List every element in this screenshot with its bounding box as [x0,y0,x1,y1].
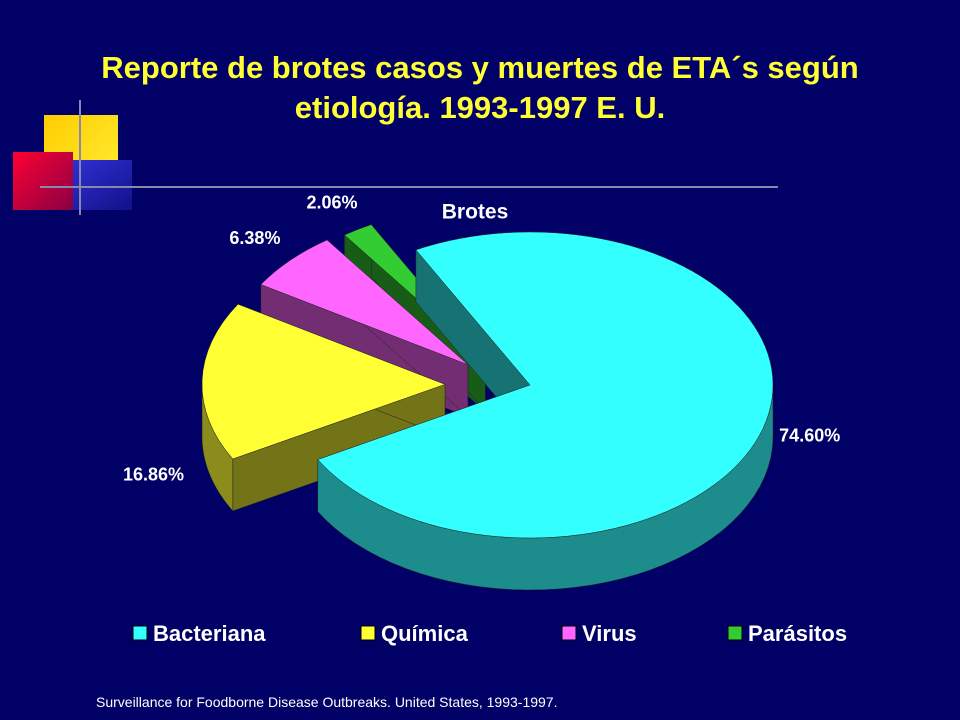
legend-swatch [561,625,577,641]
data-label: 6.38% [229,228,280,248]
legend-label: Bacteriana [153,621,266,646]
chart-subtitle: Brotes [442,201,509,224]
legend-swatch [132,625,148,641]
slice [317,231,774,539]
slide-title: Reporte de brotes casos y muertes de ETA… [101,50,859,125]
source-note: Surveillance for Foodborne Disease Outbr… [96,694,558,710]
legend-label: Virus [582,621,637,646]
pie: 74.60% 16.86% 6.38% 2.06% [123,192,840,591]
slice [201,303,446,460]
data-label: 16.86% [123,464,184,484]
legend: Bacteriana Química Virus Parásitos [132,621,847,646]
deco-square [13,152,73,210]
slice [260,239,469,365]
data-label: 2.06% [307,192,358,212]
data-label: 74.60% [779,426,840,446]
legend-label: Química [381,621,469,646]
legend-label: Parásitos [748,621,847,646]
legend-swatch [360,625,376,641]
legend-swatch [727,625,743,641]
